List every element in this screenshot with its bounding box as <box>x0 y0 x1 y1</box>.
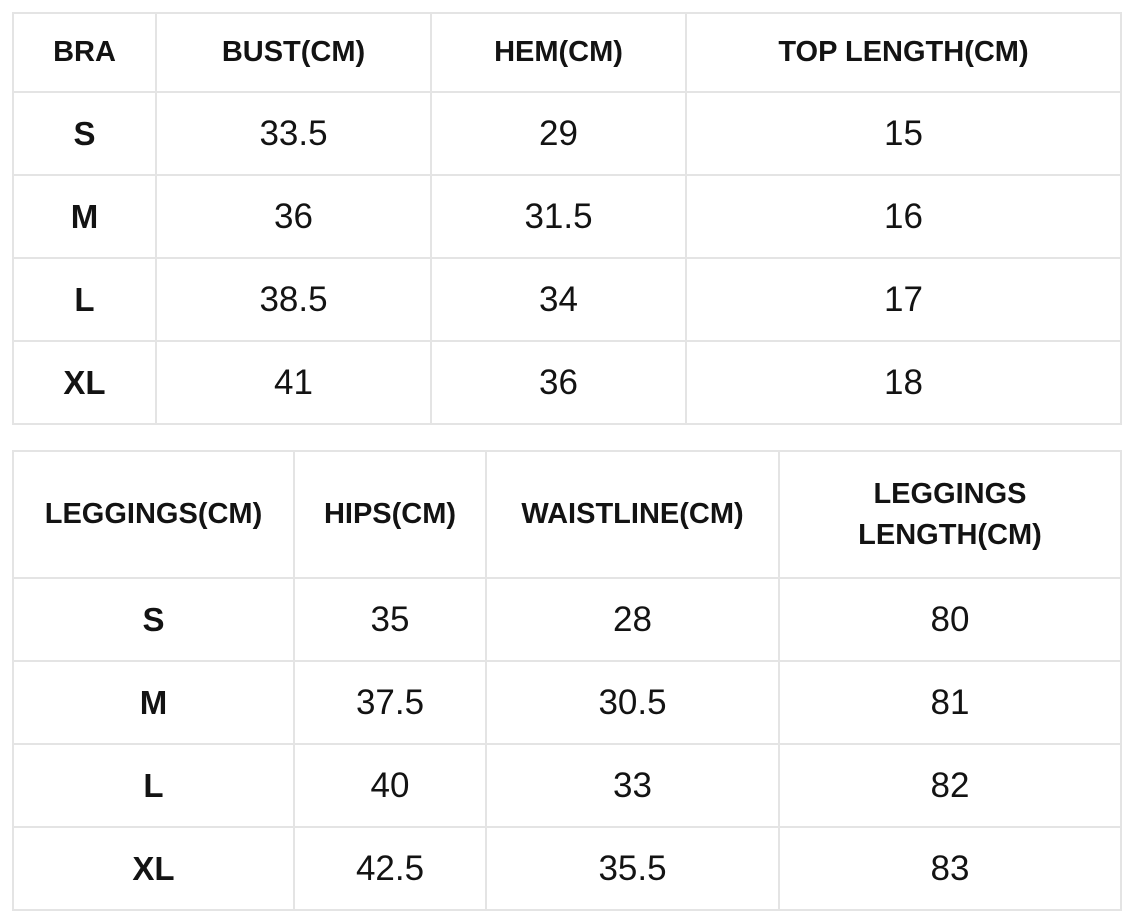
col-header-waistline: WAISTLINE(CM) <box>485 450 780 579</box>
value-cell: 16 <box>685 174 1122 259</box>
size-cell: M <box>12 660 295 745</box>
col-header-top-length: TOP LENGTH(CM) <box>685 12 1122 93</box>
value-cell: 28 <box>485 577 780 662</box>
value-cell: 31.5 <box>430 174 687 259</box>
table-row-xl: XL 42.5 35.5 83 <box>12 826 1122 911</box>
value-cell: 82 <box>778 743 1122 828</box>
value-cell: 33 <box>485 743 780 828</box>
bra-size-table: BRA BUST(CM) HEM(CM) TOP LENGTH(CM) S 33… <box>12 12 1122 425</box>
value-cell: 17 <box>685 257 1122 342</box>
bra-table-header-row: BRA BUST(CM) HEM(CM) TOP LENGTH(CM) <box>12 12 1122 93</box>
value-cell: 81 <box>778 660 1122 745</box>
value-cell: 35.5 <box>485 826 780 911</box>
size-cell: S <box>12 91 157 176</box>
table-row-l: L 40 33 82 <box>12 743 1122 828</box>
value-cell: 80 <box>778 577 1122 662</box>
table-row-s: S 35 28 80 <box>12 577 1122 662</box>
table-row-l: L 38.5 34 17 <box>12 257 1122 342</box>
table-row-xl: XL 41 36 18 <box>12 340 1122 425</box>
value-cell: 36 <box>155 174 432 259</box>
table-row-m: M 37.5 30.5 81 <box>12 660 1122 745</box>
value-cell: 35 <box>293 577 487 662</box>
col-header-hips: HIPS(CM) <box>293 450 487 579</box>
value-cell: 83 <box>778 826 1122 911</box>
col-header-bust: BUST(CM) <box>155 12 432 93</box>
size-cell: XL <box>12 340 157 425</box>
value-cell: 34 <box>430 257 687 342</box>
table-row-m: M 36 31.5 16 <box>12 174 1122 259</box>
value-cell: 15 <box>685 91 1122 176</box>
size-cell: L <box>12 257 157 342</box>
value-cell: 29 <box>430 91 687 176</box>
value-cell: 30.5 <box>485 660 780 745</box>
leggings-table-header-row: LEGGINGS(CM) HIPS(CM) WAISTLINE(CM) LEGG… <box>12 450 1122 579</box>
col-header-bra: BRA <box>12 12 157 93</box>
value-cell: 33.5 <box>155 91 432 176</box>
value-cell: 36 <box>430 340 687 425</box>
size-cell: XL <box>12 826 295 911</box>
value-cell: 38.5 <box>155 257 432 342</box>
table-row-s: S 33.5 29 15 <box>12 91 1122 176</box>
size-cell: S <box>12 577 295 662</box>
value-cell: 18 <box>685 340 1122 425</box>
value-cell: 41 <box>155 340 432 425</box>
size-cell: L <box>12 743 295 828</box>
value-cell: 37.5 <box>293 660 487 745</box>
col-header-hem: HEM(CM) <box>430 12 687 93</box>
leggings-size-table: LEGGINGS(CM) HIPS(CM) WAISTLINE(CM) LEGG… <box>12 450 1122 911</box>
size-cell: M <box>12 174 157 259</box>
col-header-leggings: LEGGINGS(CM) <box>12 450 295 579</box>
value-cell: 40 <box>293 743 487 828</box>
col-header-leggings-length: LEGGINGS LENGTH(CM) <box>778 450 1122 579</box>
value-cell: 42.5 <box>293 826 487 911</box>
